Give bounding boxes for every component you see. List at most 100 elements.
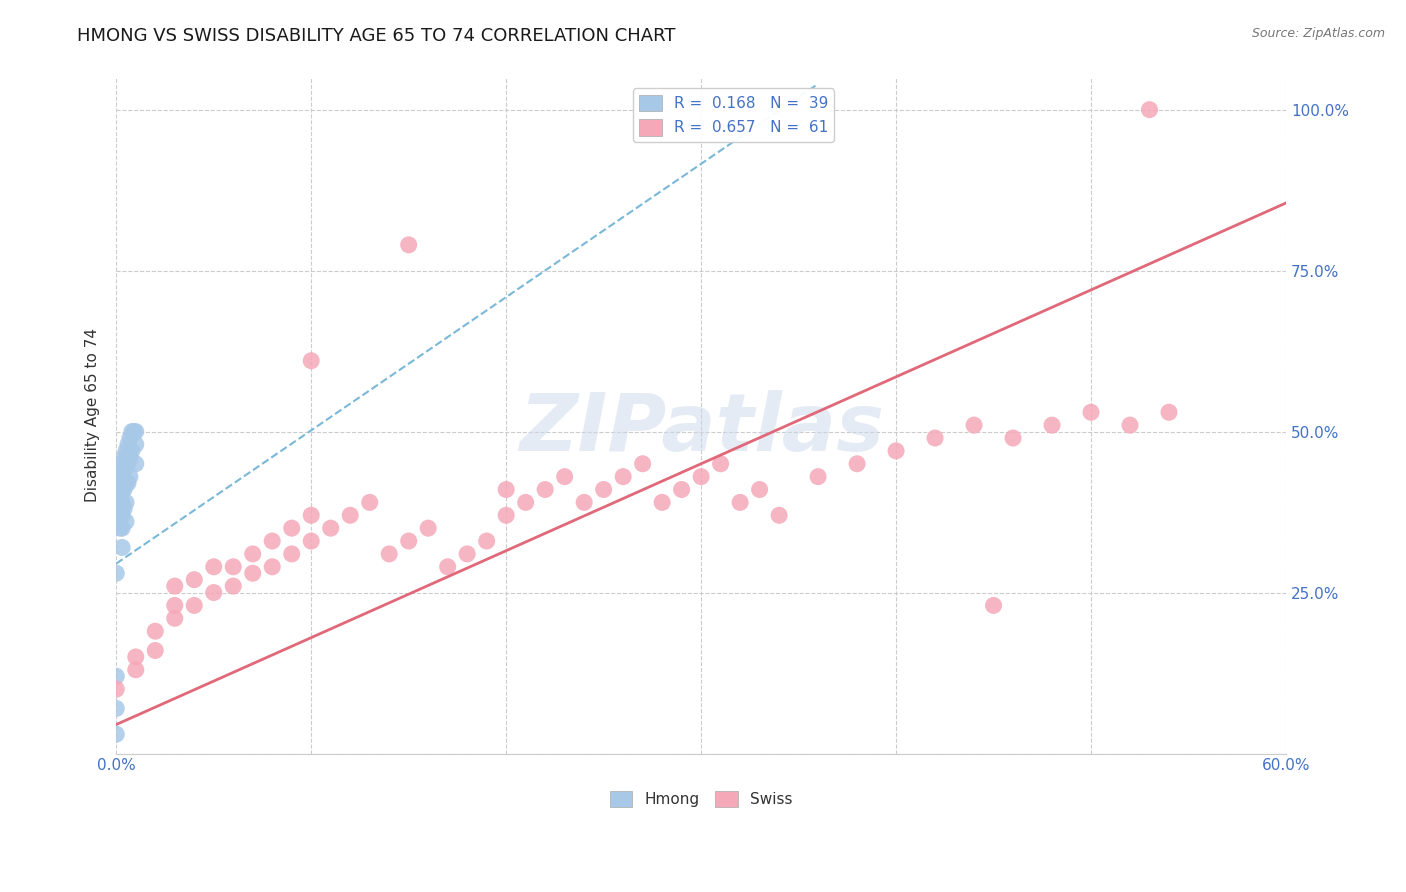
Point xyxy=(115,515,138,529)
Point xyxy=(728,495,751,509)
Point xyxy=(339,508,361,523)
Point xyxy=(118,469,141,483)
Point xyxy=(115,495,138,509)
Point xyxy=(163,611,186,625)
Point xyxy=(748,483,770,497)
Point xyxy=(107,463,129,477)
Point xyxy=(242,547,264,561)
Point xyxy=(111,508,134,523)
Point xyxy=(125,457,148,471)
Point xyxy=(299,534,322,549)
Point xyxy=(436,559,458,574)
Point xyxy=(1139,103,1161,117)
Point xyxy=(710,457,733,471)
Point xyxy=(398,534,420,549)
Point xyxy=(105,669,128,683)
Legend: Hmong, Swiss: Hmong, Swiss xyxy=(603,785,799,814)
Point xyxy=(222,559,245,574)
Point xyxy=(115,476,138,491)
Point xyxy=(983,599,1005,613)
Point xyxy=(884,443,907,458)
Point xyxy=(105,727,128,741)
Point xyxy=(107,515,129,529)
Point xyxy=(105,701,128,715)
Point xyxy=(112,463,135,477)
Point xyxy=(108,501,131,516)
Point xyxy=(768,508,790,523)
Point xyxy=(112,450,135,465)
Point xyxy=(690,469,713,483)
Point xyxy=(319,521,342,535)
Point xyxy=(262,559,284,574)
Point xyxy=(456,547,478,561)
Point xyxy=(572,495,595,509)
Point xyxy=(115,443,138,458)
Point xyxy=(515,495,537,509)
Point xyxy=(105,682,128,697)
Point xyxy=(163,579,186,593)
Y-axis label: Disability Age 65 to 74: Disability Age 65 to 74 xyxy=(86,328,100,502)
Point xyxy=(280,547,302,561)
Point xyxy=(1002,431,1025,445)
Point xyxy=(143,624,166,639)
Point xyxy=(592,483,614,497)
Point xyxy=(398,237,420,252)
Point xyxy=(107,489,129,503)
Point xyxy=(111,469,134,483)
Point xyxy=(117,476,139,491)
Point xyxy=(117,437,139,451)
Point xyxy=(111,495,134,509)
Point xyxy=(299,353,322,368)
Point xyxy=(242,566,264,581)
Point xyxy=(108,469,131,483)
Point xyxy=(222,579,245,593)
Point xyxy=(122,425,145,439)
Text: Source: ZipAtlas.com: Source: ZipAtlas.com xyxy=(1251,27,1385,40)
Point xyxy=(378,547,401,561)
Point xyxy=(121,443,143,458)
Point xyxy=(495,508,517,523)
Point xyxy=(143,643,166,657)
Point xyxy=(111,457,134,471)
Point xyxy=(1080,405,1102,419)
Point xyxy=(108,521,131,535)
Point xyxy=(105,566,128,581)
Point xyxy=(183,573,205,587)
Point xyxy=(118,431,141,445)
Text: HMONG VS SWISS DISABILITY AGE 65 TO 74 CORRELATION CHART: HMONG VS SWISS DISABILITY AGE 65 TO 74 C… xyxy=(77,27,676,45)
Point xyxy=(118,450,141,465)
Point xyxy=(554,469,576,483)
Text: ZIPatlas: ZIPatlas xyxy=(519,390,883,468)
Point xyxy=(1119,418,1142,433)
Point xyxy=(418,521,440,535)
Point xyxy=(125,437,148,451)
Point xyxy=(125,663,148,677)
Point xyxy=(117,457,139,471)
Point xyxy=(612,469,634,483)
Point xyxy=(115,457,138,471)
Point xyxy=(112,483,135,497)
Point xyxy=(1040,418,1063,433)
Point xyxy=(495,483,517,497)
Point xyxy=(111,541,134,555)
Point xyxy=(262,534,284,549)
Point xyxy=(1157,405,1180,419)
Point xyxy=(963,418,986,433)
Point xyxy=(121,425,143,439)
Point xyxy=(111,521,134,535)
Point xyxy=(280,521,302,535)
Point xyxy=(202,585,225,599)
Point xyxy=(475,534,498,549)
Point xyxy=(202,559,225,574)
Point xyxy=(111,483,134,497)
Point xyxy=(846,457,869,471)
Point xyxy=(112,501,135,516)
Point xyxy=(651,495,673,509)
Point xyxy=(359,495,381,509)
Point xyxy=(299,508,322,523)
Point xyxy=(631,457,654,471)
Point xyxy=(125,649,148,664)
Point xyxy=(671,483,693,497)
Point xyxy=(163,599,186,613)
Point xyxy=(125,425,148,439)
